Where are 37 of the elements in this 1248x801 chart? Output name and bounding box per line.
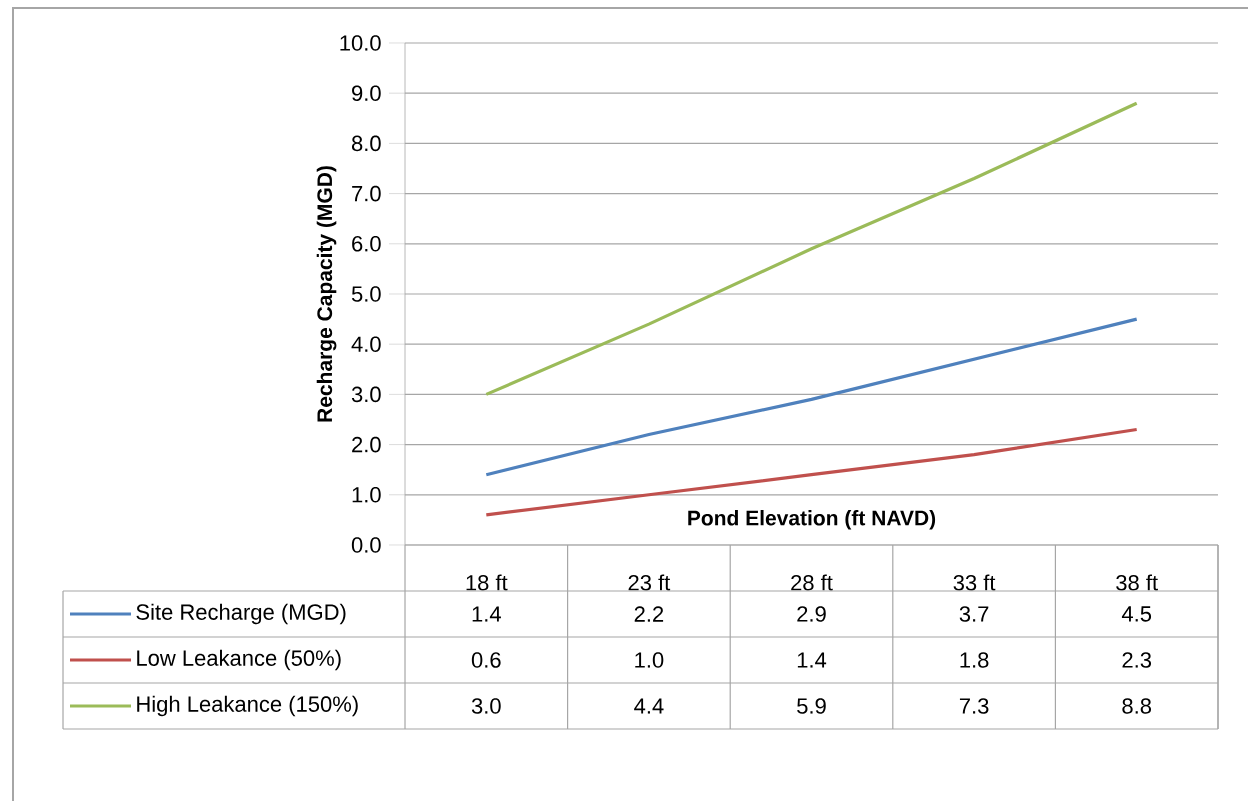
legend-label: Site Recharge (MGD)	[136, 603, 346, 625]
y-tick-label: 5.0	[351, 286, 381, 302]
y-tick-label: 6.0	[352, 236, 381, 252]
data-label: 8.8	[1122, 698, 1152, 714]
x-tick-label: 28 ft	[791, 574, 833, 591]
y-tick-label: 0.0	[351, 537, 381, 553]
y-tick-label: 1.0	[352, 487, 381, 503]
data-label: 4.4	[634, 698, 664, 714]
data-label: 1.4	[797, 652, 827, 668]
y-tick-label: 8.0	[351, 135, 381, 152]
x-axis-title: Pond Elevation (ft NAVD)	[688, 510, 936, 530]
data-label: 0.6	[471, 652, 501, 668]
x-tick-label: 38 ft	[1116, 574, 1158, 591]
data-label: 3.7	[959, 606, 989, 622]
legend-label: High Leakance (150%)	[137, 695, 358, 717]
y-tick-label: 10.0	[340, 35, 381, 51]
data-label: 7.3	[959, 698, 989, 714]
y-tick-label: 4.0	[351, 336, 381, 352]
data-label: 2.9	[797, 606, 826, 622]
y-tick-label: 9.0	[352, 85, 381, 101]
data-label: 1.8	[960, 652, 989, 668]
data-label: 5.9	[797, 698, 826, 714]
data-label: 1.0	[635, 652, 664, 668]
y-tick-label: 3.0	[351, 386, 381, 403]
x-tick-label: 23 ft	[628, 574, 671, 591]
x-tick-label: 33 ft	[953, 574, 996, 591]
data-label: 4.5	[1121, 606, 1152, 622]
y-tick-label: 2.0	[352, 436, 381, 453]
legend-label: Low Leakance (50%)	[137, 649, 341, 671]
data-label: 2.3	[1122, 652, 1152, 668]
data-label: 1.4	[472, 606, 501, 622]
x-tick-label: 18 ft	[466, 574, 508, 591]
line-series	[484, 101, 1139, 396]
y-tick-label: 7.0	[352, 185, 381, 202]
data-label: 3.0	[471, 698, 501, 714]
y-axis-title: Recharge Capacity (MGD)	[316, 166, 337, 422]
data-label: 2.2	[634, 606, 664, 622]
